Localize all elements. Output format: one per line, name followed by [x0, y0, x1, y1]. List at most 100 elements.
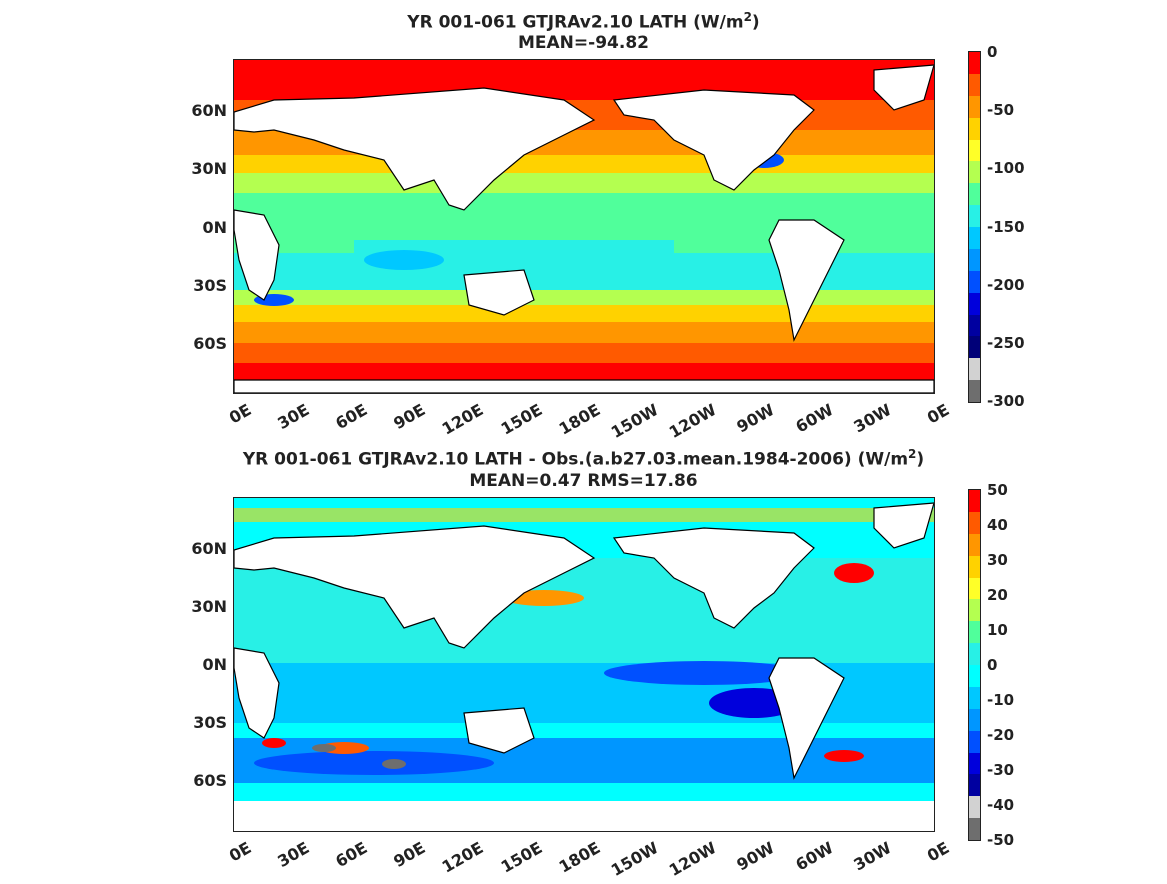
- panel-1-lon-90w: 90W: [733, 400, 778, 437]
- colorbar-segment: [969, 292, 980, 315]
- agulhas-hot: [262, 738, 286, 748]
- panel-1-lon-90e: 90E: [390, 400, 429, 434]
- panel-2-title-superscript: 2: [908, 447, 917, 461]
- panel-1-cbar-tick-6: -300: [987, 392, 1025, 410]
- panel-2-stats: MEAN=0.47 RMS=17.86: [469, 471, 698, 491]
- colorbar-segment: [969, 73, 980, 96]
- panel-2-map-svg: [234, 498, 934, 831]
- panel-2-lat-30n: 30N: [191, 597, 227, 616]
- panel-1-cbar-tick-4: -200: [987, 276, 1025, 294]
- colorbar-segment: [969, 533, 980, 556]
- panel-2-cbar-tick-5: 0: [987, 656, 998, 674]
- colorbar-segment: [969, 796, 980, 819]
- panel-1-cbar-tick-0: 0: [987, 43, 998, 61]
- colorbar-segment: [969, 643, 980, 665]
- panel-2-cbar-tick-9: -40: [987, 796, 1015, 814]
- greenland: [873, 64, 934, 111]
- colorbar-segment: [969, 490, 980, 512]
- panel-1-lat-60n: 60N: [191, 101, 227, 120]
- colorbar-segment: [969, 511, 980, 534]
- south-mid-band: [234, 322, 934, 344]
- africa-2: [234, 647, 280, 739]
- panel-1-lon-120e: 120E: [438, 400, 487, 439]
- panel-2-lon-30e: 30E: [274, 838, 313, 872]
- panel-2-cbar-tick-8: -30: [987, 761, 1015, 779]
- panel-1-lat-0n: 0N: [202, 218, 227, 237]
- subtropic-band-n: [234, 155, 934, 173]
- panel-2-lon-90w: 90W: [733, 838, 778, 875]
- subtropic-band-s: [234, 305, 934, 323]
- colorbar-segment: [969, 730, 980, 753]
- panel-2-title-end: ): [916, 449, 925, 470]
- panel-1-map: [233, 59, 935, 394]
- panel-1-cbar-tick-2: -100: [987, 159, 1025, 177]
- colorbar-segment: [969, 227, 980, 249]
- panel-2-land: [234, 502, 934, 780]
- panel-1-lon-30w: 30W: [850, 400, 895, 437]
- panel-2-lon-30w: 30W: [850, 838, 895, 875]
- panel-1-lon-150w: 150W: [607, 400, 662, 442]
- panel-2-lon-150w: 150W: [607, 838, 662, 880]
- panel-1-mean: MEAN=-94.82: [518, 33, 649, 53]
- australia-2: [463, 707, 535, 754]
- panel-2-lon-0e-end: 0E: [923, 838, 953, 866]
- colorbar-segment: [969, 774, 980, 797]
- eurasia-2: [234, 525, 596, 649]
- kuroshio-hot: [504, 590, 584, 606]
- australia: [463, 269, 535, 316]
- panel-1-land: [234, 64, 934, 393]
- panel-2-lon-60e: 60E: [332, 838, 371, 872]
- panel-2-cbar-tick-4: 10: [987, 621, 1008, 639]
- pacific-cold-patch: [604, 661, 804, 685]
- north-atlantic-hot: [834, 563, 874, 583]
- south-america-2: [768, 657, 845, 780]
- panel-2-lon-120w: 120W: [665, 838, 720, 880]
- panel-2-lon-180e: 180E: [555, 838, 604, 877]
- panel-2-cbar-tick-2: 30: [987, 551, 1008, 569]
- indian-ocean-patch: [364, 250, 444, 270]
- panel-1-cbar-tick-5: -250: [987, 334, 1025, 352]
- panel-2-cbar-tick-0: 50: [987, 481, 1008, 499]
- panel-2-lon-150e: 150E: [497, 838, 546, 877]
- panel-1-lon-60e: 60E: [332, 400, 371, 434]
- colorbar-segment: [969, 205, 980, 227]
- antarctica: [234, 379, 934, 393]
- panel-1-title: YR 001-061 GTJRAv2.10 LATH (W/m2): [0, 6, 1167, 34]
- panel-1-lon-30e: 30E: [274, 400, 313, 434]
- panel-1-lon-150e: 150E: [497, 400, 546, 439]
- colorbar-segment: [969, 336, 980, 359]
- southern-indian-patch: [254, 751, 494, 775]
- colorbar-segment: [969, 95, 980, 118]
- colorbar-segment: [969, 621, 980, 644]
- arctic-band: [234, 60, 934, 100]
- colorbar-segment: [969, 752, 980, 775]
- panel-2-lat-60s: 60S: [193, 771, 227, 790]
- panel-1-lat-30s: 30S: [193, 276, 227, 295]
- colorbar-segment: [969, 139, 980, 162]
- panel-1-lat-30n: 30N: [191, 159, 227, 178]
- panel-2-cbar-tick-6: -10: [987, 691, 1015, 709]
- panel-2-lat-30s: 30S: [193, 713, 227, 732]
- colorbar-segment: [969, 161, 980, 184]
- panel-1-lat-60s: 60S: [193, 334, 227, 353]
- panel-2-cbar-tick-1: 40: [987, 516, 1008, 534]
- panel-1-lon-0e: 0E: [225, 400, 255, 428]
- panel-2-lon-120e: 120E: [438, 838, 487, 877]
- panel-1-title-text: YR 001-061 GTJRAv2.10 LATH (W/m: [407, 12, 744, 33]
- panel-2-title-text: YR 001-061 GTJRAv2.10 LATH - Obs.(a.b27.…: [242, 449, 909, 470]
- panel-1-lon-0e-end: 0E: [923, 400, 953, 428]
- colorbar-segment: [969, 686, 980, 709]
- panel-1-lon-60w: 60W: [792, 400, 837, 437]
- panel-2-lat-60n: 60N: [191, 539, 227, 558]
- panel-2-colorbar: [968, 489, 981, 841]
- subtropic-green-n: [234, 173, 934, 193]
- panel-2-lon-90e: 90E: [390, 838, 429, 872]
- colorbar-segment: [969, 314, 980, 337]
- panel-1-lon-180e: 180E: [555, 400, 604, 439]
- colorbar-segment: [969, 52, 980, 74]
- colorbar-segment: [969, 708, 980, 731]
- panel-2-lon-60w: 60W: [792, 838, 837, 875]
- colorbar-segment: [969, 599, 980, 622]
- colorbar-segment: [969, 358, 980, 381]
- south-america: [768, 219, 845, 342]
